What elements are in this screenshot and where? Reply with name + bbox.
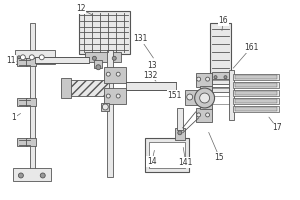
Bar bbox=[230, 70, 234, 120]
Bar bbox=[30, 23, 35, 179]
Bar bbox=[13, 168, 51, 181]
Circle shape bbox=[197, 77, 201, 81]
Circle shape bbox=[195, 88, 214, 108]
Bar bbox=[233, 98, 279, 104]
Bar bbox=[233, 74, 279, 80]
Bar bbox=[79, 11, 130, 54]
Bar bbox=[233, 106, 279, 112]
Bar bbox=[210, 23, 231, 74]
Circle shape bbox=[17, 56, 20, 59]
Circle shape bbox=[106, 72, 110, 76]
Bar bbox=[196, 108, 211, 122]
Bar bbox=[236, 91, 277, 95]
Bar bbox=[126, 82, 176, 90]
Circle shape bbox=[112, 56, 116, 60]
Bar bbox=[26, 58, 36, 66]
Bar bbox=[212, 87, 230, 92]
Bar bbox=[17, 58, 27, 66]
Circle shape bbox=[116, 72, 120, 76]
Text: 14: 14 bbox=[147, 157, 157, 166]
Bar bbox=[61, 78, 70, 98]
Circle shape bbox=[116, 94, 120, 98]
Circle shape bbox=[106, 94, 110, 98]
Bar bbox=[145, 138, 189, 171]
Text: 17: 17 bbox=[272, 123, 282, 132]
Circle shape bbox=[214, 76, 217, 79]
Bar bbox=[17, 138, 27, 146]
Bar bbox=[212, 79, 230, 84]
Text: 141: 141 bbox=[178, 158, 193, 167]
Text: 11: 11 bbox=[6, 56, 16, 65]
Bar bbox=[233, 82, 279, 88]
Bar bbox=[236, 107, 277, 111]
Circle shape bbox=[197, 113, 201, 117]
Circle shape bbox=[40, 173, 45, 178]
Text: 12: 12 bbox=[76, 4, 85, 13]
Bar bbox=[175, 128, 185, 140]
Circle shape bbox=[206, 113, 210, 117]
Bar bbox=[177, 108, 183, 130]
Bar bbox=[26, 138, 36, 146]
Bar bbox=[200, 101, 212, 109]
Circle shape bbox=[178, 131, 182, 135]
Text: 15: 15 bbox=[215, 153, 224, 162]
Bar bbox=[200, 86, 212, 94]
Bar bbox=[233, 90, 279, 96]
Bar bbox=[17, 98, 27, 106]
Circle shape bbox=[224, 76, 227, 79]
Circle shape bbox=[206, 77, 210, 81]
Bar bbox=[101, 103, 109, 111]
Circle shape bbox=[39, 55, 44, 60]
Bar bbox=[236, 83, 277, 87]
Bar bbox=[85, 52, 121, 62]
Text: 151: 151 bbox=[168, 91, 182, 100]
Text: 161: 161 bbox=[244, 43, 259, 52]
Circle shape bbox=[200, 93, 210, 103]
Bar bbox=[149, 142, 185, 168]
Text: 131: 131 bbox=[133, 34, 147, 43]
Circle shape bbox=[20, 55, 26, 60]
Bar bbox=[35, 57, 89, 63]
Text: 1: 1 bbox=[12, 113, 16, 122]
Bar bbox=[185, 90, 199, 105]
Bar bbox=[15, 50, 55, 64]
Bar bbox=[26, 98, 36, 106]
Bar bbox=[107, 50, 113, 177]
Bar bbox=[212, 72, 230, 80]
Circle shape bbox=[96, 65, 101, 70]
Bar bbox=[94, 60, 102, 68]
Circle shape bbox=[18, 173, 23, 178]
Bar bbox=[104, 67, 126, 83]
Bar bbox=[66, 80, 109, 96]
Bar bbox=[236, 99, 277, 103]
Circle shape bbox=[92, 56, 96, 60]
Text: 132: 132 bbox=[143, 71, 157, 80]
Text: 13: 13 bbox=[147, 61, 157, 70]
Bar bbox=[104, 88, 126, 104]
Bar bbox=[196, 73, 211, 87]
Text: 16: 16 bbox=[219, 16, 228, 25]
Circle shape bbox=[187, 94, 193, 100]
Circle shape bbox=[29, 55, 34, 60]
Bar bbox=[236, 75, 277, 79]
Circle shape bbox=[102, 104, 108, 110]
